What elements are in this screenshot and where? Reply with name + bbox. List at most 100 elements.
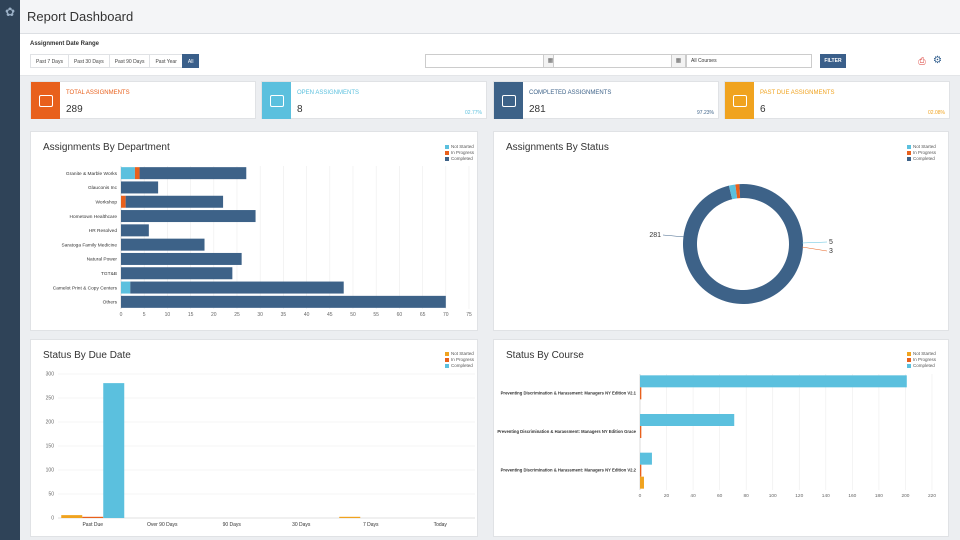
stat-label: TOTAL ASSIGNMENTS xyxy=(66,90,130,96)
bar-completed xyxy=(121,181,159,194)
y-tick-label: 300 xyxy=(46,372,55,378)
bar-completed xyxy=(121,252,242,265)
bar-completed xyxy=(640,452,652,465)
category-label: Glauconis Inc xyxy=(88,185,118,191)
stat-percent: 02.08% xyxy=(928,110,945,116)
bar-in-progress xyxy=(640,387,642,400)
range-past-year-button[interactable]: Past Year xyxy=(149,54,183,68)
x-tick-label: 10 xyxy=(165,312,171,318)
bar-completed xyxy=(103,383,125,518)
calendar-clock-icon xyxy=(725,82,754,119)
range-past-7-days-button[interactable]: Past 7 Days xyxy=(30,54,69,68)
category-label: Saratoga Family Medicine xyxy=(62,242,118,248)
course-bar-chart: 0 20 40 60 80 100 120 140 160 180 200 220 Preventing… xyxy=(497,374,936,499)
chart-legend: Not Started In Progress Completed xyxy=(907,144,936,162)
x-tick-label: 60 xyxy=(717,493,723,499)
clipboard-check-icon xyxy=(494,82,523,119)
x-tick-label: 200 xyxy=(901,493,909,499)
category-label: 30 Days xyxy=(292,522,311,528)
stat-label: PAST DUE ASSIGNMENTS xyxy=(760,90,835,96)
y-tick-label: 50 xyxy=(48,492,54,498)
x-tick-label: 55 xyxy=(373,312,379,318)
bar-not-started xyxy=(121,281,131,294)
category-label: Workshop xyxy=(95,199,117,205)
legend-in-progress[interactable]: In Progress xyxy=(445,357,474,363)
filter-button[interactable]: FILTER xyxy=(820,54,846,68)
stat-percent: 97.23% xyxy=(697,110,714,116)
x-tick-label: 40 xyxy=(690,493,696,499)
stat-total-assignments[interactable]: TOTAL ASSIGNMENTS 289 xyxy=(30,81,256,119)
legend-not-started[interactable]: Not Started xyxy=(445,144,474,150)
legend-not-started[interactable]: Not Started xyxy=(445,351,474,357)
x-tick-label: 30 xyxy=(257,312,263,318)
legend-in-progress[interactable]: In Progress xyxy=(445,150,474,156)
bar-completed xyxy=(121,238,205,251)
bar-in-progress xyxy=(121,195,126,208)
bar-not-started xyxy=(61,515,83,518)
chart-legend: Not Started In Progress Completed xyxy=(445,351,474,369)
stat-open-assignments[interactable]: OPEN ASSIGNMENTS 8 02.77% xyxy=(261,81,487,119)
gear-icon[interactable]: ⚙ xyxy=(933,55,942,66)
print-icon[interactable]: ⎙ xyxy=(918,56,926,66)
stat-completed-assignments[interactable]: COMPLETED ASSIGNMENTS 281 97.23% xyxy=(493,81,719,119)
legend-in-progress[interactable]: In Progress xyxy=(907,357,936,363)
range-past-90-days-button[interactable]: Past 90 Days xyxy=(108,54,151,68)
bar-completed xyxy=(121,210,256,223)
legend-completed[interactable]: Completed xyxy=(445,363,474,369)
x-tick-label: 100 xyxy=(769,493,777,499)
chart-legend: Not Started In Progress Completed xyxy=(907,351,936,369)
x-tick-label: 5 xyxy=(143,312,146,318)
x-tick-label: 40 xyxy=(304,312,310,318)
bar-completed xyxy=(640,414,735,426)
slice-value-label: 3 xyxy=(829,248,833,255)
x-tick-label: 20 xyxy=(664,493,670,499)
chart-legend: Not Started In Progress Completed xyxy=(445,144,474,162)
bar-completed xyxy=(121,295,446,308)
x-tick-label: 70 xyxy=(443,312,449,318)
x-tick-label: 0 xyxy=(120,312,123,318)
range-all-button[interactable]: All xyxy=(181,54,200,68)
department-panel: Assignments By Department Not Started In… xyxy=(30,131,478,331)
start-date-input[interactable]: ▦ xyxy=(425,54,558,68)
y-tick-label: 100 xyxy=(46,468,55,474)
x-tick-label: 60 xyxy=(397,312,403,318)
filter-bar: Assignment Date Range Past 7 Days Past 3… xyxy=(20,34,960,76)
end-date-input[interactable]: ▦ xyxy=(553,54,686,68)
legend-not-started[interactable]: Not Started xyxy=(907,144,936,150)
category-label: Over 90 Days xyxy=(147,522,178,528)
stat-past-due-assignments[interactable]: PAST DUE ASSIGNMENTS 6 02.08% xyxy=(724,81,950,119)
range-past-30-days-button[interactable]: Past 30 Days xyxy=(67,54,110,68)
app-logo-icon[interactable]: ✿ xyxy=(4,5,16,19)
category-label: Others xyxy=(103,300,118,306)
x-tick-label: 80 xyxy=(744,493,750,499)
x-tick-label: 65 xyxy=(420,312,426,318)
bar-not-started xyxy=(121,167,135,180)
x-tick-label: 45 xyxy=(327,312,333,318)
category-label: Preventing Discrimination & Harassment: … xyxy=(501,468,637,473)
bar-completed xyxy=(139,167,247,180)
legend-completed[interactable]: Completed xyxy=(907,156,936,162)
legend-completed[interactable]: Completed xyxy=(445,156,474,162)
slice-value-label: 281 xyxy=(649,232,661,239)
x-tick-label: 35 xyxy=(281,312,287,318)
course-select[interactable]: All Courses xyxy=(686,54,812,68)
legend-not-started[interactable]: Not Started xyxy=(907,351,936,357)
due-date-panel: Status By Due Date Not Started In Progre… xyxy=(30,339,478,537)
title-bar: Report Dashboard xyxy=(20,0,960,34)
stat-label: OPEN ASSIGNMENTS xyxy=(297,90,360,96)
x-tick-label: 120 xyxy=(795,493,803,499)
calendar-icon[interactable]: ▦ xyxy=(671,55,685,67)
category-label: Today xyxy=(434,522,448,528)
stat-value: 281 xyxy=(529,104,546,115)
category-label: TGT&B xyxy=(101,271,117,277)
bar-in-progress xyxy=(134,167,140,180)
due-date-bar-chart: 0 50 100 150 200 250 300 Past Due Over 90 Days 90… xyxy=(46,372,475,528)
bar-completed xyxy=(125,195,224,208)
legend-in-progress[interactable]: In Progress xyxy=(907,150,936,156)
legend-completed[interactable]: Completed xyxy=(907,363,936,369)
stat-value: 6 xyxy=(760,104,766,115)
donut-slice-in-progress xyxy=(735,184,741,199)
date-range-label: Assignment Date Range xyxy=(30,41,100,47)
x-tick-label: 220 xyxy=(928,493,936,499)
status-donut-chart: 281 5 3 xyxy=(649,184,833,304)
